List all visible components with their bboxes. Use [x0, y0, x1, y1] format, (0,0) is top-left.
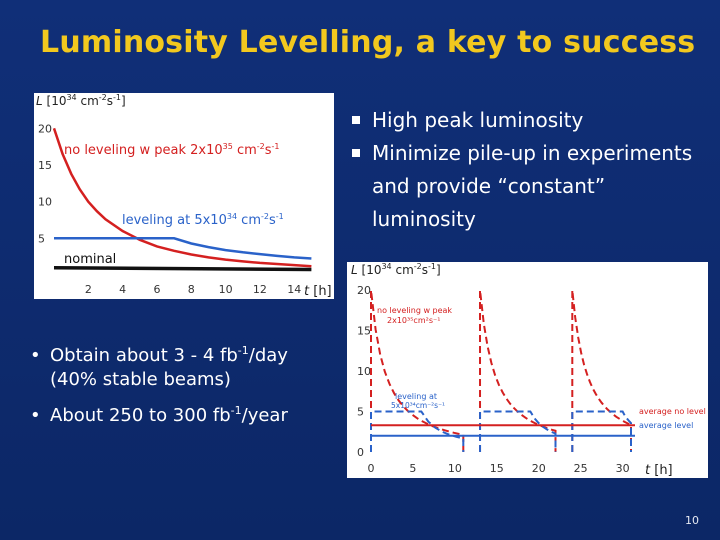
bullet-item: Minimize pile-up in experiments and prov…	[352, 137, 702, 236]
square-bullet-icon	[352, 116, 360, 124]
y-tick-label: 20	[357, 284, 371, 297]
legend-average-level: average level	[639, 421, 693, 430]
bullet-text: Minimize pile-up in experiments and prov…	[372, 141, 693, 231]
y-tick-label: 20	[38, 122, 52, 135]
fill-no-leveling-curve	[571, 289, 632, 453]
annotation-leveling-value: 5x10³⁴cm⁻²s⁻¹	[391, 401, 445, 410]
bullet-item: • Obtain about 3 - 4 fb-1/day (40% stabl…	[28, 344, 328, 392]
x-tick-label: 30	[616, 462, 630, 475]
bullet-item: • About 250 to 300 fb-1/year	[28, 404, 328, 428]
series-nominal-line	[53, 265, 312, 272]
y-axis-label: L [1034 cm-2s-1]	[36, 93, 126, 108]
chart-background	[347, 262, 708, 478]
y-tick-label: 5	[357, 406, 364, 419]
x-tick-label: 14	[287, 283, 301, 296]
x-tick-label: 10	[448, 462, 462, 475]
y-axis-label: L [1034 cm-2s-1]	[351, 262, 441, 277]
y-tick-label: 5	[38, 232, 45, 245]
x-axis-label: t [h]	[645, 463, 673, 478]
fill-no-leveling-curve	[370, 289, 465, 452]
square-bullet-icon	[352, 149, 360, 157]
annotation-no-leveling-peak: 2x10³⁵cm²s⁻¹	[387, 316, 440, 325]
fill-leveling-curve	[479, 410, 557, 452]
slide-title: Luminosity Levelling, a key to success	[40, 25, 696, 60]
x-tick-label: 4	[119, 283, 126, 296]
x-axis-label: t [h]	[304, 284, 332, 299]
right-bullet-list: High peak luminosity Minimize pile-up in…	[352, 104, 702, 236]
chart-luminosity-fills: 0 5 10 15 20 0 5 10 15 20 25 30 L [1034 cm-2s-1] t…	[347, 262, 708, 478]
left-bullet-list: • Obtain about 3 - 4 fb-1/day (40% stabl…	[28, 344, 328, 440]
y-tick-label: 0	[357, 446, 364, 459]
chart-luminosity-decay: 5 10 15 20 2 4 6 8 10 12 14 L [1034 cm-2s-1] t [h…	[34, 93, 334, 299]
y-tick-label: 10	[38, 196, 52, 209]
x-tick-label: 10	[219, 283, 233, 296]
x-tick-label: 20	[532, 462, 546, 475]
y-tick-label: 15	[38, 159, 52, 172]
x-tick-label: 5	[409, 462, 416, 475]
fill-leveling-curve	[571, 410, 632, 452]
fill-leveling-curve	[370, 410, 465, 452]
series-leveling-fills	[370, 410, 632, 452]
x-tick-label: 8	[188, 283, 195, 296]
x-tick-label: 15	[490, 462, 504, 475]
x-tick-label: 0	[368, 462, 375, 475]
x-tick-label: 12	[253, 283, 267, 296]
bullet-item: High peak luminosity	[352, 104, 702, 137]
y-tick-label: 15	[357, 325, 371, 338]
annotation-leveling: leveling at	[395, 392, 437, 401]
page-number: 10	[685, 514, 699, 527]
legend-average-no-level: average no level	[639, 407, 706, 416]
bullet-text: Obtain about 3 - 4 fb-1/day (40% stable …	[50, 344, 288, 390]
round-bullet-icon: •	[30, 405, 41, 426]
label-nominal: nominal	[64, 252, 116, 267]
label-no-leveling: no leveling w peak 2x1035 cm-2s-1	[64, 142, 280, 158]
annotation-no-leveling: no leveling w peak	[377, 306, 452, 315]
label-leveling: leveling at 5x1034 cm-2s-1	[122, 212, 284, 228]
series-no-leveling-line	[52, 127, 312, 268]
x-tick-label: 25	[574, 462, 588, 475]
y-tick-label: 10	[357, 365, 371, 378]
series-leveling-line	[54, 237, 312, 260]
x-tick-label: 6	[153, 283, 160, 296]
bullet-text: About 250 to 300 fb-1/year	[50, 404, 288, 426]
x-tick-label: 2	[85, 283, 92, 296]
round-bullet-icon: •	[30, 345, 41, 366]
bullet-text: High peak luminosity	[372, 108, 584, 132]
